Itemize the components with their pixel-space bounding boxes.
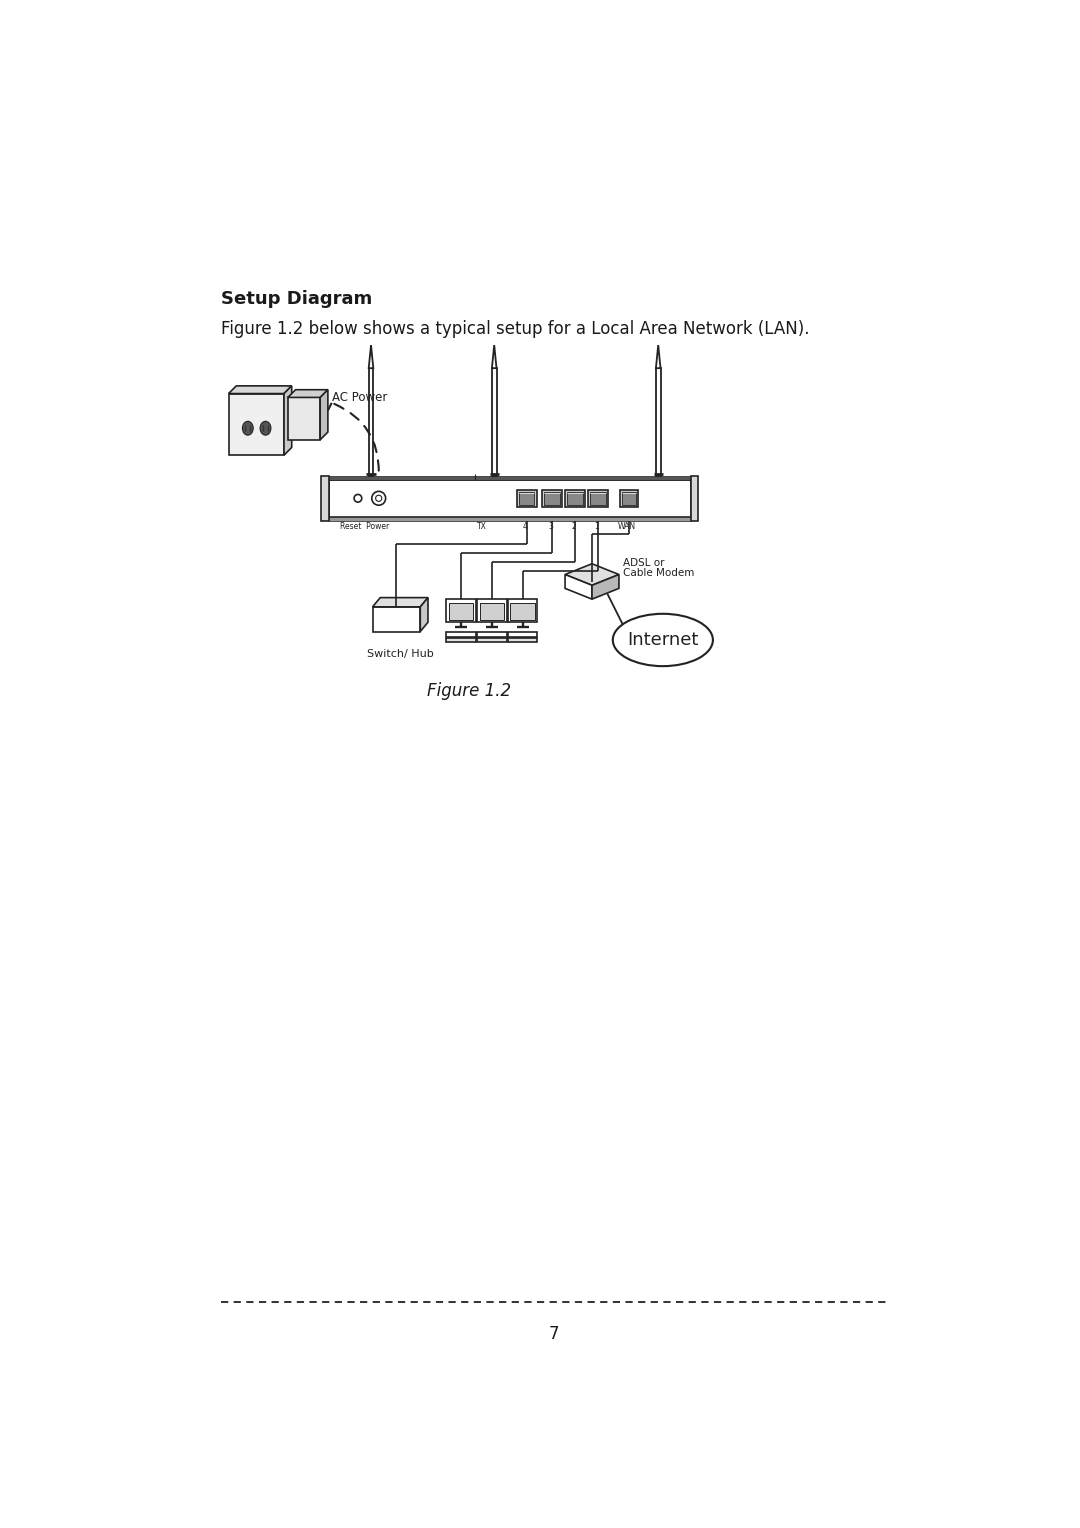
- Ellipse shape: [612, 614, 713, 666]
- Polygon shape: [491, 345, 497, 368]
- FancyBboxPatch shape: [690, 475, 699, 521]
- FancyBboxPatch shape: [567, 492, 583, 506]
- FancyBboxPatch shape: [511, 604, 535, 620]
- FancyBboxPatch shape: [518, 492, 535, 506]
- Polygon shape: [565, 575, 592, 599]
- FancyBboxPatch shape: [328, 480, 690, 516]
- FancyBboxPatch shape: [508, 637, 538, 642]
- FancyBboxPatch shape: [544, 492, 559, 506]
- Text: Figure 1.2 below shows a typical setup for a Local Area Network (LAN).: Figure 1.2 below shows a typical setup f…: [220, 321, 809, 338]
- Polygon shape: [656, 345, 661, 368]
- FancyBboxPatch shape: [508, 631, 538, 637]
- FancyBboxPatch shape: [516, 490, 537, 507]
- Polygon shape: [491, 368, 497, 475]
- FancyBboxPatch shape: [449, 604, 473, 620]
- FancyBboxPatch shape: [477, 631, 507, 637]
- Text: ADSL or: ADSL or: [623, 558, 664, 568]
- FancyBboxPatch shape: [542, 490, 562, 507]
- Text: Figure 1.2: Figure 1.2: [427, 683, 511, 700]
- Polygon shape: [288, 397, 320, 440]
- Text: Setup Diagram: Setup Diagram: [220, 290, 373, 307]
- FancyBboxPatch shape: [446, 599, 475, 622]
- Text: WAN: WAN: [618, 523, 635, 532]
- Polygon shape: [373, 607, 420, 631]
- FancyBboxPatch shape: [565, 490, 585, 507]
- Polygon shape: [656, 368, 661, 475]
- Polygon shape: [592, 575, 619, 599]
- Polygon shape: [368, 368, 374, 475]
- FancyBboxPatch shape: [589, 490, 608, 507]
- Text: TX: TX: [477, 523, 487, 532]
- FancyBboxPatch shape: [328, 475, 690, 480]
- Polygon shape: [373, 597, 428, 607]
- Text: Cable Modem: Cable Modem: [623, 567, 694, 578]
- Text: Switch/ Hub: Switch/ Hub: [367, 649, 434, 659]
- FancyBboxPatch shape: [321, 475, 328, 521]
- FancyBboxPatch shape: [328, 516, 690, 521]
- FancyBboxPatch shape: [591, 492, 606, 506]
- Text: 1: 1: [594, 523, 599, 532]
- Text: 2: 2: [571, 523, 576, 532]
- Text: Reset  Power: Reset Power: [340, 523, 390, 532]
- Ellipse shape: [242, 422, 253, 435]
- FancyBboxPatch shape: [622, 492, 636, 506]
- FancyBboxPatch shape: [446, 637, 475, 642]
- Polygon shape: [565, 564, 619, 585]
- Text: 4: 4: [523, 523, 527, 532]
- Text: 3: 3: [549, 523, 553, 532]
- Polygon shape: [229, 394, 284, 455]
- Polygon shape: [288, 390, 328, 397]
- Polygon shape: [229, 387, 292, 394]
- FancyBboxPatch shape: [477, 599, 507, 622]
- FancyBboxPatch shape: [508, 599, 538, 622]
- Polygon shape: [284, 387, 292, 455]
- Polygon shape: [368, 345, 374, 368]
- Polygon shape: [420, 597, 428, 631]
- FancyBboxPatch shape: [446, 631, 475, 637]
- Text: 7: 7: [549, 1325, 558, 1343]
- Ellipse shape: [260, 422, 271, 435]
- FancyBboxPatch shape: [480, 604, 504, 620]
- FancyBboxPatch shape: [477, 637, 507, 642]
- Text: Internet: Internet: [627, 631, 699, 649]
- Polygon shape: [320, 390, 328, 440]
- FancyBboxPatch shape: [620, 490, 638, 507]
- Text: AC Power: AC Power: [332, 391, 387, 403]
